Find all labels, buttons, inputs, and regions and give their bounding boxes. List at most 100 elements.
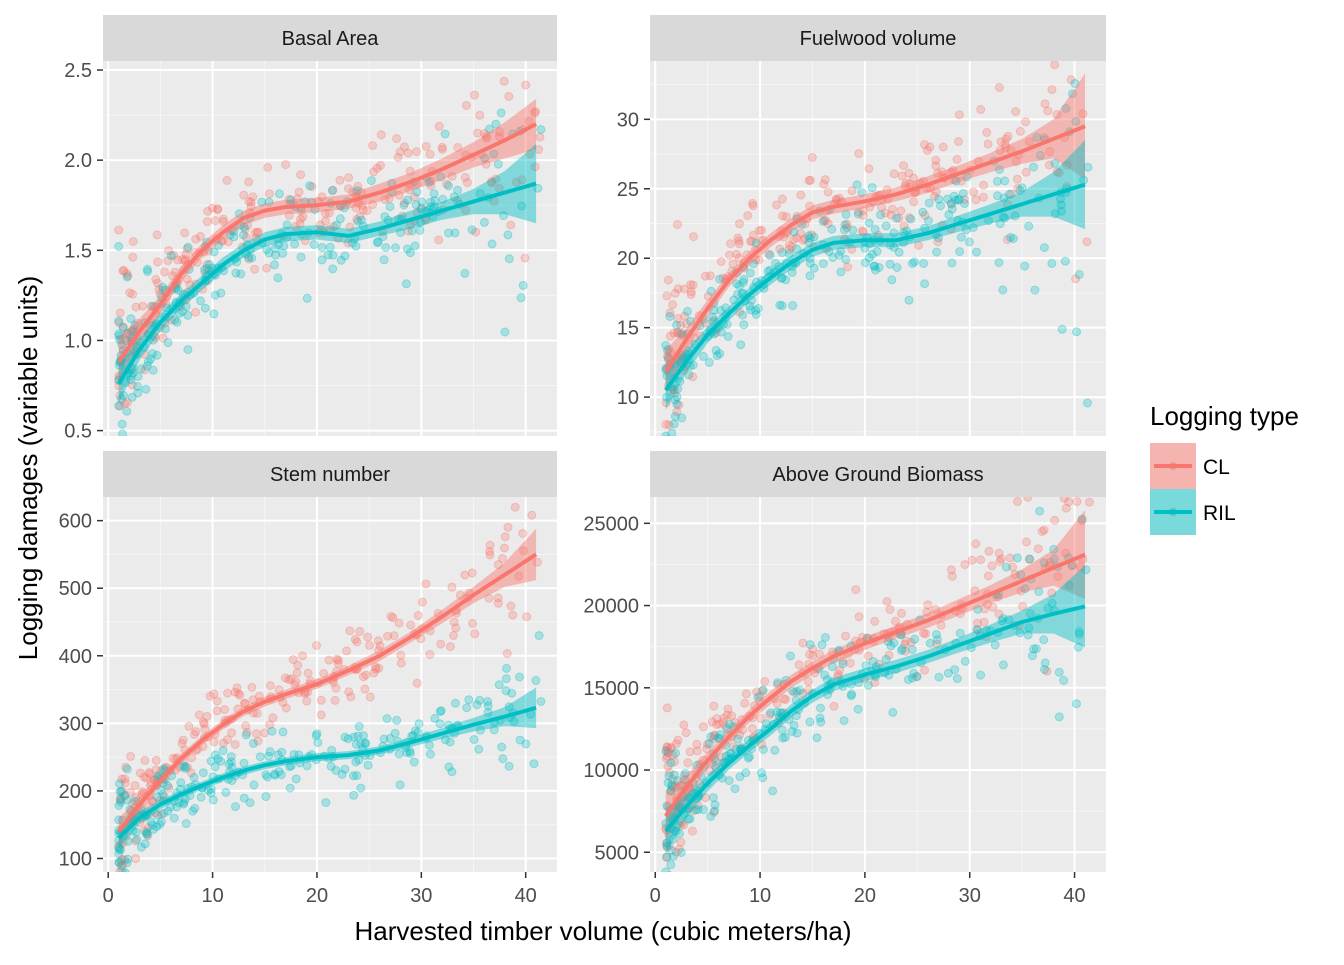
data-point-cl [688, 372, 698, 382]
data-point-ril [483, 697, 493, 706]
data-point-cl [794, 660, 804, 670]
x-tick-label: 0 [103, 885, 114, 907]
data-point-ril [117, 914, 125, 922]
data-point-cl [845, 658, 855, 668]
data-point-cl [207, 203, 217, 213]
data-point-ril [736, 340, 746, 350]
data-point-cl [284, 675, 294, 685]
data-point-cl [487, 177, 496, 187]
data-point-ril [682, 306, 692, 316]
data-point-cl [158, 333, 168, 343]
data-point-ril [114, 316, 124, 326]
data-point-ril [897, 646, 906, 656]
data-point-cl [421, 142, 431, 151]
data-point-ril [918, 207, 928, 217]
data-point-cl [663, 748, 673, 758]
data-point-ril [732, 279, 742, 289]
data-point-ril [932, 630, 941, 639]
data-point-cl [891, 616, 900, 626]
data-point-cl [662, 838, 671, 848]
data-point-cl [198, 741, 208, 751]
data-point-ril [751, 277, 761, 287]
data-point-cl [330, 695, 340, 705]
data-point-cl [120, 778, 130, 788]
data-point-ril [662, 841, 672, 851]
data-point-cl [470, 90, 479, 100]
data-point-ril [709, 305, 719, 315]
data-point-ril [351, 757, 361, 767]
data-point-ril [881, 654, 891, 664]
data-point-ril [685, 814, 695, 824]
data-point-cl [218, 738, 228, 748]
data-point-ril [674, 802, 684, 812]
data-point-cl [702, 739, 712, 749]
data-point-cl [328, 185, 338, 195]
data-point-cl [705, 766, 714, 776]
data-point-cl [437, 142, 447, 152]
panel-background [650, 61, 1106, 436]
data-point-ril [403, 195, 413, 205]
data-point-ril [824, 247, 834, 256]
data-point-cl [1084, 497, 1094, 507]
data-point-cl [673, 735, 683, 745]
data-point-cl [329, 222, 338, 232]
data-point-cl [662, 703, 672, 713]
data-point-cl [146, 301, 156, 311]
data-point-ril [791, 695, 801, 705]
data-point-ril [715, 349, 725, 359]
data-point-ril [671, 826, 681, 836]
data-point-cl [668, 774, 677, 784]
data-point-ril [261, 792, 271, 802]
data-point-ril [733, 734, 743, 744]
data-point-cl [685, 787, 695, 797]
data-point-cl [374, 663, 384, 673]
data-point-ril [489, 725, 499, 735]
data-point-cl [254, 691, 264, 701]
data-point-ril [408, 731, 418, 740]
data-point-ril [444, 228, 453, 238]
data-point-ril [265, 747, 275, 757]
data-point-ril [181, 819, 191, 829]
data-point-ril [502, 663, 511, 673]
facet-title: Stem number [270, 464, 390, 486]
data-point-cl [734, 253, 744, 263]
data-point-ril [349, 732, 359, 742]
data-point-ril [118, 429, 127, 436]
data-point-ril [892, 213, 901, 223]
data-point-cl [316, 710, 326, 720]
data-point-cl [914, 240, 923, 250]
data-point-cl [425, 650, 435, 659]
data-point-ril [751, 306, 761, 315]
data-point-ril [166, 802, 175, 812]
data-point-ril [424, 740, 434, 750]
data-point-ril [356, 783, 366, 793]
data-point-cl [987, 561, 997, 571]
data-point-ril [725, 719, 734, 729]
data-point-cl [185, 280, 195, 290]
data-point-ril [136, 842, 146, 852]
y-tick-label: 30 [617, 109, 639, 131]
data-point-ril [491, 119, 501, 129]
data-point-cl [140, 755, 150, 765]
data-point-ril [206, 788, 216, 798]
data-point-ril [904, 295, 914, 305]
data-point-ril [142, 361, 152, 371]
data-point-ril [661, 431, 671, 436]
data-point-cl [804, 659, 814, 669]
data-point-ril [158, 282, 168, 292]
data-point-ril [686, 316, 696, 326]
data-point-cl [280, 673, 290, 683]
data-point-ril [156, 817, 166, 827]
data-point-ril [302, 761, 312, 771]
data-point-ril [1060, 256, 1070, 266]
data-point-cl [1061, 548, 1071, 558]
data-point-ril [763, 266, 773, 276]
smooth-line-ril [117, 705, 537, 840]
data-point-ril [127, 326, 137, 336]
data-point-cl [274, 685, 284, 695]
data-point-cl [235, 690, 245, 700]
data-point-cl [920, 140, 929, 149]
data-point-cl [757, 740, 767, 749]
data-point-ril [214, 241, 223, 250]
